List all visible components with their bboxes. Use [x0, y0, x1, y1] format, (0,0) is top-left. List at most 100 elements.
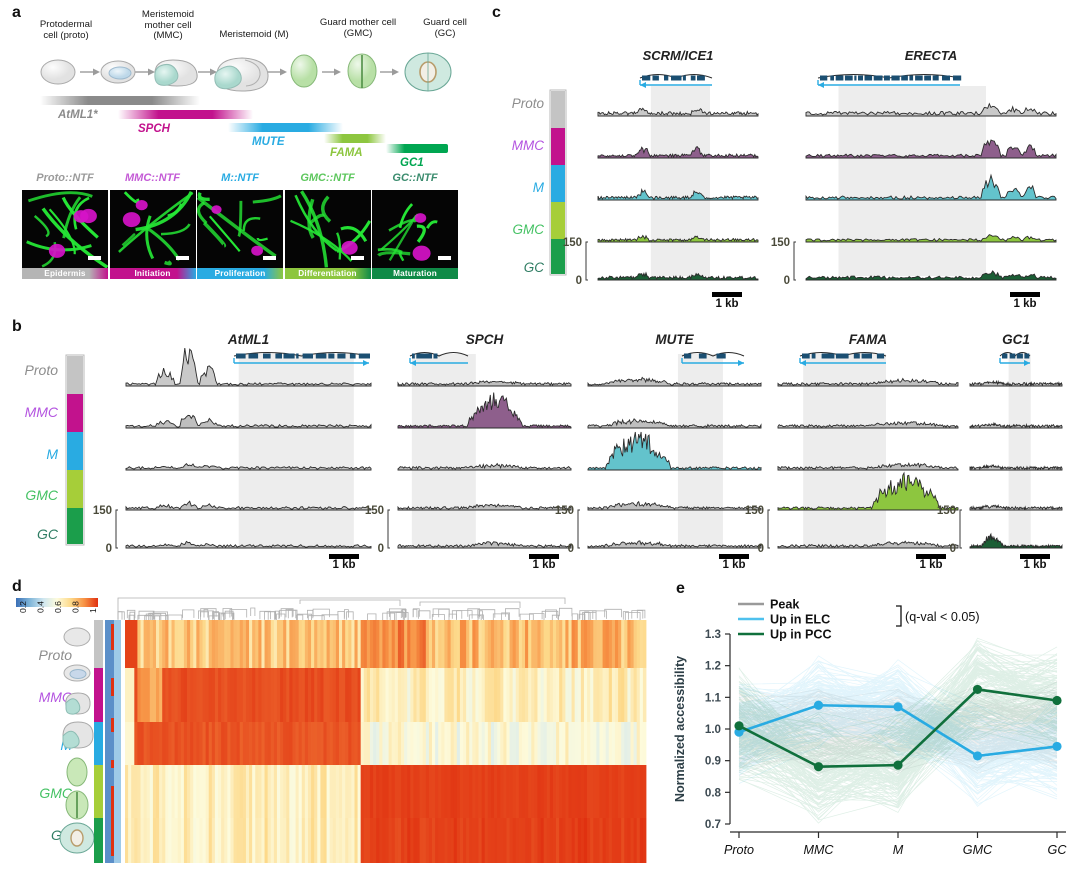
- panel-b-gene-title-0: AtML1: [227, 332, 269, 347]
- svg-text:0: 0: [106, 543, 112, 555]
- micrograph-title-0: Proto::NTF: [36, 172, 94, 184]
- panel-b-stage-label-GMC: GMC: [25, 487, 59, 503]
- svg-text:1 kb: 1 kb: [1023, 559, 1046, 571]
- svg-text:0: 0: [378, 543, 384, 555]
- panel-b-gene-title-4: GC1: [1002, 332, 1030, 347]
- coverage-track: [125, 540, 372, 549]
- coverage-track: [805, 270, 1057, 281]
- micrograph-title-2: M::NTF: [221, 172, 259, 184]
- svg-text:1 kb: 1 kb: [919, 559, 942, 571]
- x-tick-MMC: MMC: [803, 843, 834, 857]
- series-point: [813, 700, 824, 710]
- panel-b-gene-title-1: SPCH: [466, 332, 504, 347]
- svg-text:1 kb: 1 kb: [715, 298, 738, 310]
- coverage-track: [805, 234, 1057, 243]
- colorbar-tick-1: 0.4: [36, 601, 46, 613]
- coverage-track: [597, 146, 759, 159]
- panel-c-gene-title-0: SCRM/ICE1: [643, 48, 714, 63]
- series-point: [893, 702, 903, 712]
- panel-d-stage-label-Proto: Proto: [39, 647, 73, 663]
- qval-bracket: [896, 605, 902, 627]
- dendrogram: [117, 597, 646, 624]
- panel-c-letter: c: [492, 4, 501, 21]
- micrograph-image-4: [372, 190, 458, 268]
- svg-text:150: 150: [745, 505, 764, 517]
- heatmap-row-color-3: [94, 765, 103, 818]
- heatmap-row-color-1: [94, 668, 103, 722]
- cell-caption-4: Guard cell (GC): [423, 17, 467, 39]
- heatmap-colorbar: [16, 598, 98, 607]
- coverage-track: [777, 420, 959, 429]
- gene-model: [233, 352, 370, 366]
- svg-text:1 kb: 1 kb: [332, 559, 355, 571]
- cell-caption-2: Meristemoid (M): [219, 29, 289, 40]
- coverage-track: [597, 271, 759, 281]
- svg-text:0: 0: [758, 543, 764, 555]
- legend-label-1: Up in ELC: [770, 613, 830, 627]
- coverage-track: [969, 421, 1063, 429]
- coverage-track: [397, 503, 572, 511]
- panel-b-stage-label-MMC: MMC: [25, 404, 59, 420]
- heatmap-row-color-4: [94, 818, 103, 863]
- y-axis-label: Normalized accessibility: [673, 656, 687, 802]
- stage-band-2: Proliferation: [197, 268, 283, 279]
- y-tick-0.9: 0.9: [705, 755, 722, 768]
- gradient-bar-fama: [324, 134, 386, 143]
- series-point: [893, 760, 903, 770]
- coverage-track: [587, 540, 762, 549]
- svg-text:150: 150: [771, 237, 790, 249]
- gene-model: [799, 352, 887, 366]
- x-tick-GC: GC: [1048, 843, 1068, 857]
- micrograph-title-3: GMC::NTF: [300, 172, 355, 184]
- heatmap-row-color-2: [94, 722, 103, 765]
- panel-e-letter: e: [676, 580, 685, 597]
- micrograph-image-1: [109, 190, 196, 268]
- svg-text:150: 150: [555, 505, 574, 517]
- qval-annotation: (q-val < 0.05): [905, 610, 980, 624]
- coverage-track: [805, 102, 1057, 117]
- svg-text:150: 150: [563, 237, 582, 249]
- coverage-track: [587, 500, 762, 511]
- coverage-track: [587, 418, 762, 429]
- gene-model: [409, 352, 469, 366]
- coverage-track: [397, 380, 572, 387]
- x-tick-Proto: Proto: [724, 843, 754, 857]
- colorbar-tick-2: 0.6: [53, 601, 63, 613]
- panel-c-stage-label-GC: GC: [524, 260, 545, 275]
- stage-band-1: Initiation: [109, 268, 196, 279]
- coverage-track: [777, 462, 959, 471]
- panel-b-letter: b: [12, 318, 22, 335]
- micrograph-title-1: MMC::NTF: [125, 172, 180, 184]
- gene-model: [681, 352, 745, 366]
- panel-d-stage-label-MMC: MMC: [39, 689, 73, 705]
- series-point: [972, 751, 983, 761]
- gene-model: [639, 74, 713, 88]
- panel-b-stage-label-GC: GC: [37, 526, 59, 542]
- svg-text:1 kb: 1 kb: [1013, 298, 1036, 310]
- stage-band-3: Differentiation: [284, 268, 371, 279]
- coverage-track: [969, 379, 1063, 387]
- svg-text:0: 0: [568, 543, 574, 555]
- legend-label-0: Peak: [770, 598, 800, 612]
- coverage-track: [969, 463, 1063, 471]
- cell-caption-0: Protodermal cell (proto): [39, 19, 93, 41]
- stage-band-0: Epidermis: [22, 268, 108, 279]
- coverage-track: [397, 541, 572, 549]
- panel-c-stage-label-MMC: MMC: [512, 138, 544, 153]
- coverage-track: [397, 392, 572, 429]
- y-tick-0.7: 0.7: [705, 818, 721, 831]
- svg-text:1 kb: 1 kb: [532, 559, 555, 571]
- cell-caption-3: Guard mother cell (GMC): [319, 17, 397, 39]
- series-point: [972, 684, 983, 695]
- coverage-track: [777, 540, 959, 549]
- stage-color-bar: [549, 89, 567, 276]
- gradient-label-3: FAMA: [330, 147, 363, 159]
- x-tick-GMC: GMC: [963, 843, 993, 857]
- heatmap-annotation-col: [105, 620, 114, 863]
- coverage-track: [125, 348, 372, 387]
- gene-model: [817, 74, 962, 88]
- colorbar-tick-3: 0.8: [71, 601, 81, 613]
- coverage-track: [969, 504, 1063, 511]
- panel-b-stage-label-M: M: [46, 446, 58, 462]
